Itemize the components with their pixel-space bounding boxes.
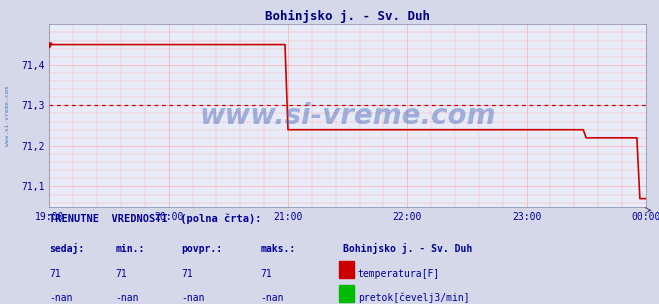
Text: -nan: -nan bbox=[181, 293, 205, 303]
Title: Bohinjsko j. - Sv. Duh: Bohinjsko j. - Sv. Duh bbox=[265, 10, 430, 23]
Text: 71: 71 bbox=[181, 269, 193, 279]
Text: TRENUTNE  VREDNOSTI  (polna črta):: TRENUTNE VREDNOSTI (polna črta): bbox=[49, 213, 262, 224]
Text: -nan: -nan bbox=[49, 293, 73, 303]
Text: temperatura[F]: temperatura[F] bbox=[358, 269, 440, 279]
Text: povpr.:: povpr.: bbox=[181, 244, 222, 254]
Text: 71: 71 bbox=[260, 269, 272, 279]
Text: 71: 71 bbox=[49, 269, 61, 279]
Text: -nan: -nan bbox=[260, 293, 284, 303]
Text: min.:: min.: bbox=[115, 244, 145, 254]
Text: Bohinjsko j. - Sv. Duh: Bohinjsko j. - Sv. Duh bbox=[343, 243, 472, 254]
Text: maks.:: maks.: bbox=[260, 244, 295, 254]
Text: -nan: -nan bbox=[115, 293, 139, 303]
Text: www.si-vreme.com: www.si-vreme.com bbox=[5, 85, 11, 146]
Text: 71: 71 bbox=[115, 269, 127, 279]
Text: www.si-vreme.com: www.si-vreme.com bbox=[200, 102, 496, 130]
Text: pretok[čevelj3/min]: pretok[čevelj3/min] bbox=[358, 292, 469, 303]
Text: sedaj:: sedaj: bbox=[49, 243, 84, 254]
